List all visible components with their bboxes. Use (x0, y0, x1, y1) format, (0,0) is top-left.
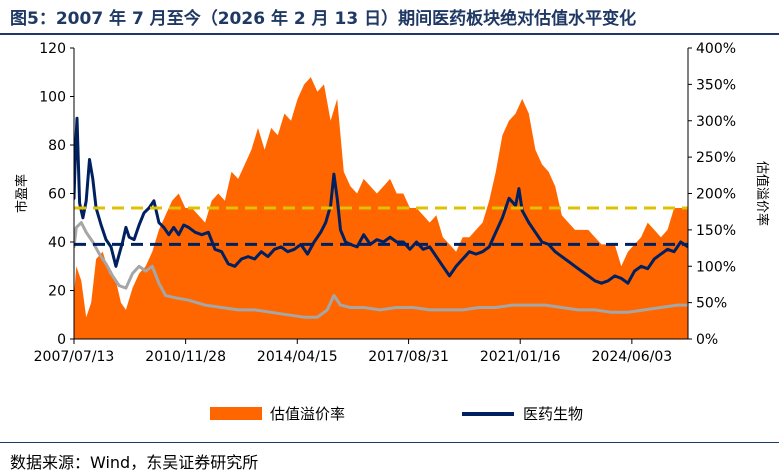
series-market-pe-line (74, 221, 688, 319)
y2-tick-label: 400% (696, 41, 736, 57)
y2-tick-label: 350% (696, 77, 736, 93)
x-tick-label: 2021/01/16 (480, 349, 561, 365)
y-axis-title: 市盈率 (14, 174, 30, 213)
reference-line-layer (74, 206, 688, 246)
x-tick-label: 2024/06/03 (592, 349, 673, 365)
y2-tick-label: 50% (696, 296, 727, 312)
y-tick-label: 80 (48, 138, 66, 154)
y-tick-label: 20 (48, 284, 66, 300)
chart: 0 20 40 60 80 100 120 0% 50% 100% 150% 200% 250% 300%… (14, 41, 770, 423)
line-layer (74, 116, 688, 319)
source-note: 数据来源：Wind，东吴证券研究所 (10, 453, 259, 472)
y-tick-label: 40 (48, 235, 66, 251)
y-tick-label: 0 (57, 332, 66, 348)
y2-tick-label: 100% (696, 259, 736, 275)
figure-title: 图5：2007 年 7 月至今（2026 年 2 月 13 日）期间医药板块绝对… (10, 9, 637, 29)
legend: 估值溢价率 医药生物 (210, 405, 583, 423)
series-pharma-pe-line (74, 116, 688, 285)
y2-axis-title: 估值溢价率 (754, 161, 770, 226)
y-tick-label: 60 (48, 187, 66, 203)
y2-tick-label: 200% (696, 187, 736, 203)
y2-tick-label: 150% (696, 223, 736, 239)
y-tick-label: 120 (39, 41, 66, 57)
y2-tick-label: 0% (696, 332, 718, 348)
x-tick-label: 2010/11/28 (145, 349, 226, 365)
y2-tick-label: 300% (696, 114, 736, 130)
x-tick-label: 2017/08/31 (368, 349, 449, 365)
y2-tick-label: 250% (696, 150, 736, 166)
legend-label-premium: 估值溢价率 (270, 405, 345, 423)
legend-swatch-area (210, 407, 262, 420)
legend-label-pharma: 医药生物 (523, 405, 583, 423)
tick-layer: 0 20 40 60 80 100 120 0% 50% 100% 150% 200% 250% 300%… (34, 41, 736, 365)
source-divider (0, 442, 779, 443)
x-tick-label: 2007/07/13 (34, 349, 115, 365)
x-tick-label: 2014/04/15 (257, 349, 338, 365)
y-tick-label: 100 (39, 90, 66, 106)
title-divider (0, 33, 779, 35)
